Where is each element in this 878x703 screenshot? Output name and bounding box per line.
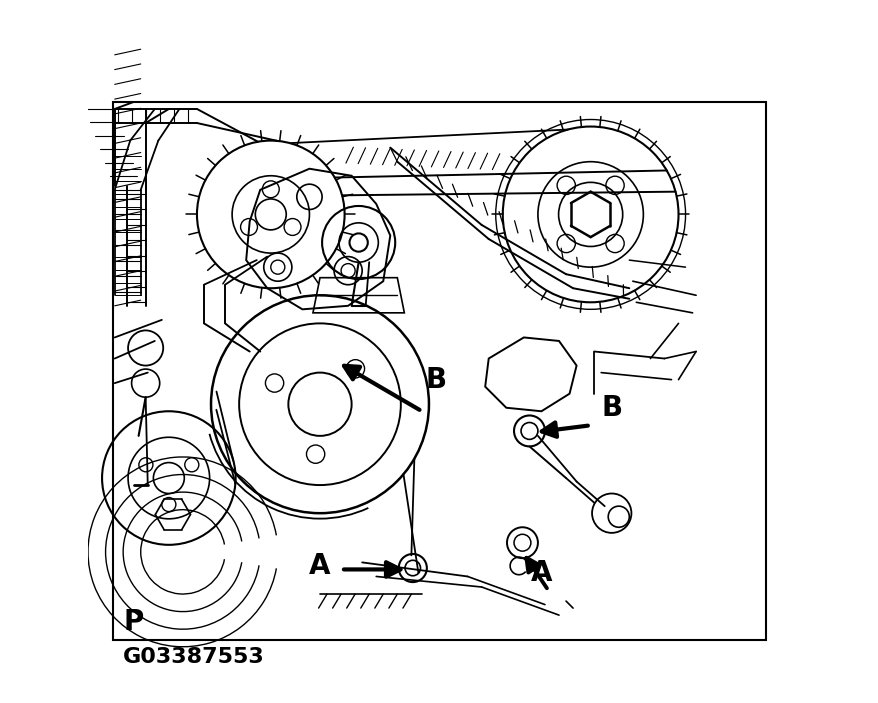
Text: B: B <box>425 366 446 394</box>
Text: B: B <box>601 394 622 422</box>
Text: A: A <box>530 559 551 587</box>
Text: G03387553: G03387553 <box>123 647 264 667</box>
Text: A: A <box>309 552 330 580</box>
FancyBboxPatch shape <box>112 102 766 640</box>
Text: P: P <box>123 608 143 636</box>
Circle shape <box>349 233 367 252</box>
